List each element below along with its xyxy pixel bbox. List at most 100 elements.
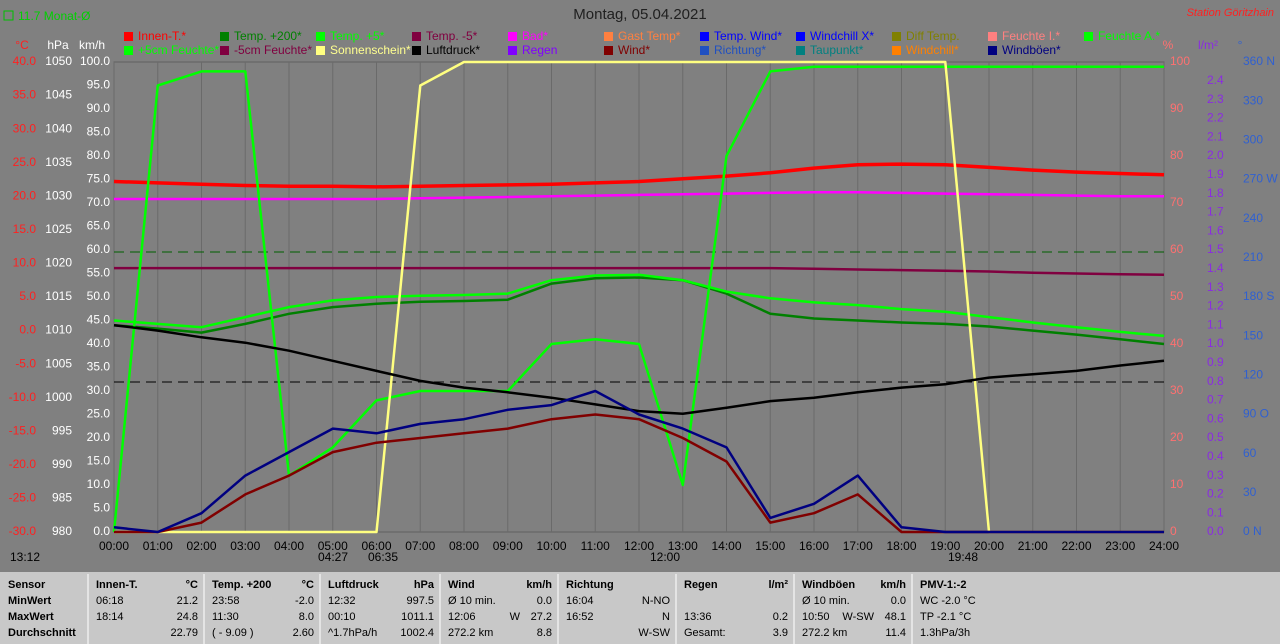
series-line [113, 276, 1165, 346]
y-tick-label: 0.8 [1207, 374, 1224, 388]
y-tick-label: 10 [1170, 477, 1184, 491]
y-tick-label: 0 [1170, 524, 1177, 538]
stats-cell: 11.4 [885, 627, 906, 639]
y-tick-label: -20.0 [9, 457, 37, 471]
stats-cell: 23:58 [212, 595, 240, 607]
stats-background [0, 572, 1280, 644]
stats-cell: W-SW [842, 611, 874, 623]
stats-cell: Temp. +200 [212, 579, 271, 591]
y-tick-label: 50.0 [87, 289, 111, 303]
y-tick-label: 0.4 [1207, 449, 1224, 463]
legend-swatch [124, 46, 133, 55]
stats-cell: 21.2 [177, 595, 198, 607]
x-tick-label: 04:00 [274, 539, 304, 553]
y-tick-label: 40.0 [13, 54, 37, 68]
legend-label: Wind* [618, 43, 650, 57]
stats-cell: 11:30 [212, 611, 239, 623]
legend-label: Temp. -5* [426, 29, 478, 43]
y-tick-label: 55.0 [87, 266, 111, 280]
y-tick-label: 1.5 [1207, 242, 1224, 256]
legend-swatch [700, 32, 709, 41]
stats-cell: Sensor [8, 579, 46, 591]
stats-cell: 00:10 [328, 611, 356, 623]
axis-unit: hPa [47, 38, 69, 52]
stats-cell: PMV-1:-2 [920, 579, 966, 591]
x-tick-label: 19:00 [930, 539, 960, 553]
y-tick-label: 2.4 [1207, 73, 1224, 87]
y-tick-label: 40.0 [87, 336, 111, 350]
y-tick-label: 65.0 [87, 219, 111, 233]
icon [3, 10, 14, 21]
y-tick-label: 1.8 [1207, 186, 1224, 200]
x-tick-label: 24:00 [1149, 539, 1179, 553]
y-tick-label: 1010 [45, 323, 72, 337]
legend-swatch [700, 46, 709, 55]
stats-cell: 3.9 [773, 627, 788, 639]
legend-label: Temp. +200* [234, 29, 302, 43]
y-tick-label: 60 [1170, 242, 1184, 256]
y-tick-label: 985 [52, 491, 72, 505]
y-tick-label: -30.0 [9, 524, 37, 538]
stats-cell: Windböen [802, 579, 855, 591]
stats-cell: 13:36 [684, 611, 712, 623]
stats-cell: 8.0 [299, 611, 314, 623]
legend-swatch [412, 32, 421, 41]
legend-label: -5cm Feuchte* [234, 43, 312, 57]
x-tick-label: 06:00 [361, 539, 391, 553]
stats-cell: Regen [684, 579, 718, 591]
y-tick-label: 330 [1243, 93, 1263, 107]
y-tick-label: 15.0 [87, 454, 111, 468]
y-tick-label: 25.0 [87, 407, 111, 421]
stats-cell: Durchschnitt [8, 627, 76, 639]
axis-unit: km/h [79, 38, 105, 52]
y-tick-label: 1030 [45, 188, 72, 202]
y-tick-label: 0.0 [1207, 524, 1224, 538]
annotation: 06:35 [368, 550, 398, 564]
y-tick-label: 980 [52, 524, 72, 538]
y-tick-label: 150 [1243, 328, 1263, 342]
stats-cell: 0.0 [537, 595, 552, 607]
y-tick-label: 0.7 [1207, 393, 1224, 407]
y-tick-label: 0.6 [1207, 411, 1224, 425]
legend-label: Windchill X* [810, 29, 874, 43]
y-tick-label: 270 W [1243, 172, 1278, 186]
legend-swatch [604, 46, 613, 55]
stats-cell: l/m² [768, 579, 788, 591]
y-tick-label: 1005 [45, 356, 72, 370]
legend-label: Luftdruck* [426, 43, 480, 57]
station: Station Göritzhain [1187, 7, 1274, 19]
stats-cell: 16:04 [566, 595, 594, 607]
y-tick-label: 210 [1243, 250, 1263, 264]
stats-cell: 1.3hPa/3h [920, 627, 970, 639]
x-tick-label: 15:00 [755, 539, 785, 553]
legend-label: Sonnenschein* [330, 43, 411, 57]
stats-cell: 27.2 [531, 611, 552, 623]
x-tick-label: 10:00 [536, 539, 566, 553]
x-tick-label: 00:00 [99, 539, 129, 553]
stats-cell: Innen-T. [96, 579, 138, 591]
x-tick-label: 17:00 [843, 539, 873, 553]
y-tick-label: 15.0 [13, 222, 37, 236]
stats-cell: 06:18 [96, 595, 124, 607]
annotation: 04:27 [318, 550, 348, 564]
legend-swatch [220, 32, 229, 41]
x-tick-label: 21:00 [1018, 539, 1048, 553]
axis-unit: °C [15, 38, 29, 52]
legend-swatch [892, 32, 901, 41]
annotation: 12:00 [650, 550, 680, 564]
stats-cell: MinWert [8, 595, 52, 607]
y-tick-label: 5.0 [19, 289, 36, 303]
series-line [113, 273, 1165, 338]
y-tick-label: 70 [1170, 195, 1184, 209]
y-tick-label: 2.1 [1207, 129, 1224, 143]
y-tick-label: 0.2 [1207, 487, 1224, 501]
stats-cell: ^1.7hPa/h [328, 627, 377, 639]
y-tick-label: 5.0 [93, 501, 110, 515]
legend-label: Diff Temp. [906, 29, 960, 43]
y-tick-label: 60.0 [87, 242, 111, 256]
y-tick-label: 1050 [45, 54, 72, 68]
stats-cell: W-SW [638, 627, 670, 639]
y-tick-label: 40 [1170, 336, 1184, 350]
